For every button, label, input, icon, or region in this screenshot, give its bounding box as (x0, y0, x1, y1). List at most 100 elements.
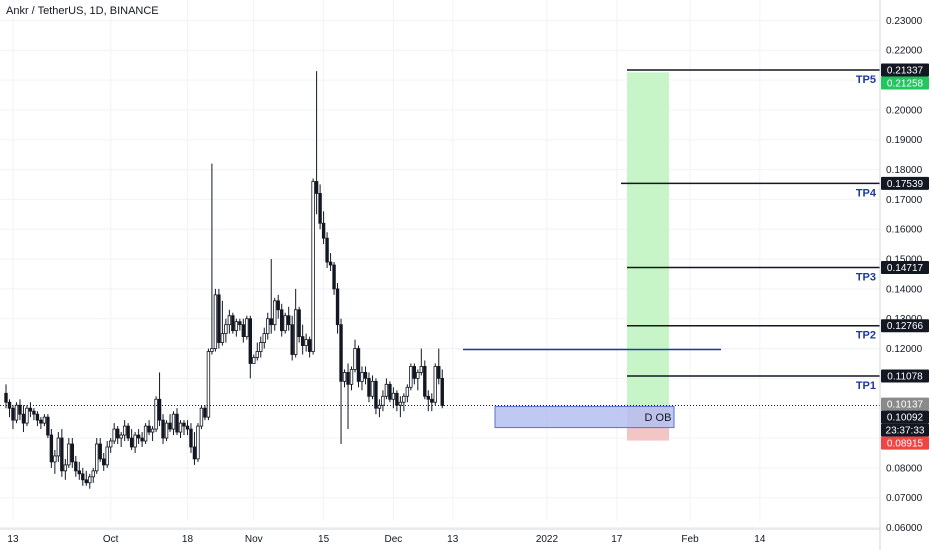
candle (430, 393, 434, 412)
candle (46, 414, 50, 439)
candle (259, 336, 263, 358)
candle (143, 423, 148, 445)
candle (339, 318, 343, 445)
candle-body (213, 294, 218, 349)
candle-body (60, 437, 64, 472)
candle-body (206, 351, 211, 418)
candle-body (119, 434, 123, 439)
candle-body (241, 324, 246, 338)
x-tick-label: Feb (681, 534, 699, 545)
candle-body (339, 324, 343, 382)
candle-body (314, 181, 319, 194)
price-tag-label: 0.11078 (887, 372, 923, 383)
target-label-tp1: TP1 (856, 380, 876, 392)
candle (255, 342, 259, 361)
price-tag-bg (881, 369, 929, 383)
y-tick-label: 0.07000 (886, 493, 923, 504)
long-position-profit-zone (627, 72, 669, 407)
candle-body (178, 422, 183, 433)
candle (122, 420, 127, 442)
candle (91, 467, 95, 483)
candle (7, 399, 12, 418)
price-tag-label: 0.10137 (887, 400, 924, 411)
candle-body (433, 366, 437, 403)
y-tick-label: 0.22000 (886, 46, 923, 57)
candle-body (74, 461, 78, 472)
zone-layer: D OB (494, 72, 675, 441)
candle-body (335, 288, 340, 326)
candle-body (46, 416, 50, 436)
candle-body (269, 318, 273, 326)
candle (81, 467, 85, 486)
y-tick-label: 0.06000 (886, 523, 923, 534)
candle (42, 414, 47, 427)
candle-body (11, 407, 15, 421)
candle (4, 384, 8, 409)
target-label-tp3: TP3 (856, 271, 876, 283)
candle-body (266, 318, 270, 335)
candle-body (426, 395, 430, 400)
price-tag-bg (881, 410, 929, 424)
candle (84, 470, 88, 486)
candle-body (35, 413, 40, 421)
candle-body (18, 404, 22, 415)
candle (325, 232, 329, 269)
price-tag: 0.08915 (881, 436, 929, 450)
candle-body (416, 372, 420, 379)
candle (280, 303, 284, 337)
candle-body (307, 339, 312, 352)
candle (63, 458, 68, 480)
candle (56, 432, 61, 462)
candle (300, 324, 305, 355)
candle (356, 345, 361, 388)
price-tag: 0.11078 (881, 369, 929, 383)
price-tag-bg (881, 423, 929, 437)
price-tag: 0.10092 (881, 410, 929, 424)
candle (290, 315, 294, 361)
candle-body (147, 425, 151, 433)
candle (426, 390, 430, 412)
candle (35, 411, 40, 427)
candle-body (437, 366, 441, 379)
candle (346, 363, 350, 430)
candle-body (32, 410, 36, 415)
candle-body (367, 377, 371, 397)
candle-body (98, 443, 102, 460)
price-tag-bg (881, 76, 929, 90)
candle-body (136, 434, 141, 439)
y-tick-label: 0.08000 (886, 463, 923, 474)
candle-body (150, 428, 155, 433)
candle (335, 282, 340, 334)
candle-body (14, 404, 19, 421)
candle (98, 438, 102, 462)
candle-body (248, 318, 252, 364)
candle (297, 306, 301, 343)
candle-body (84, 479, 88, 484)
candle (154, 396, 158, 433)
candle (423, 360, 427, 400)
candle (140, 432, 144, 447)
candle-body (28, 407, 33, 412)
price-tag: 0.21337 (881, 63, 929, 77)
candle-body (356, 348, 361, 382)
x-tick-label: 14 (754, 534, 766, 545)
candle (189, 423, 193, 453)
candle-body (412, 366, 417, 379)
candle (266, 312, 270, 340)
candle-body (122, 425, 127, 436)
candle-body (217, 294, 221, 343)
candle-body (143, 425, 148, 442)
candle-body (430, 398, 434, 403)
candle (18, 399, 22, 421)
candle-body (276, 300, 280, 311)
y-tick-label: 0.20000 (886, 105, 923, 116)
candle (11, 405, 15, 430)
candle-body (325, 237, 329, 263)
candle (126, 423, 130, 442)
candle (433, 363, 437, 406)
candle (109, 438, 113, 453)
candle (53, 449, 57, 474)
candle-body (391, 392, 396, 400)
candle (238, 318, 242, 331)
